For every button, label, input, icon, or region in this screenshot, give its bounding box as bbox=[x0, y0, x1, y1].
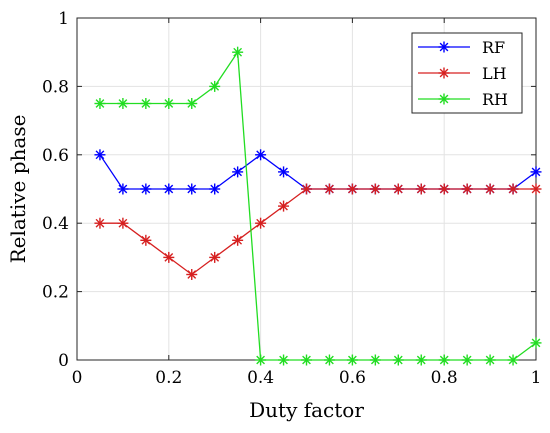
y-tick-label: 1 bbox=[58, 9, 69, 29]
series-lh-point bbox=[163, 251, 175, 263]
series-lh-point bbox=[94, 217, 106, 229]
series-rh-point bbox=[163, 98, 175, 109]
y-axis-label: Relative phase bbox=[6, 115, 30, 264]
series-lh-point bbox=[438, 183, 450, 195]
y-tick-label: 0.6 bbox=[42, 146, 69, 166]
x-tick-label: 1 bbox=[531, 368, 542, 388]
series-lh-point bbox=[117, 217, 129, 229]
series-layer bbox=[94, 46, 542, 366]
x-tick-label: 0 bbox=[72, 368, 83, 388]
series-rf-point bbox=[163, 183, 175, 195]
x-tick-label: 0.8 bbox=[431, 368, 458, 388]
series-lh-point bbox=[530, 183, 542, 195]
series-rh-point bbox=[94, 98, 106, 109]
series-rh-point bbox=[209, 80, 221, 92]
series-rh-point bbox=[507, 354, 519, 366]
legend-marker-rf bbox=[438, 41, 450, 53]
series-lh-point bbox=[369, 183, 381, 195]
series-rf-point bbox=[117, 183, 129, 195]
series-rh-point bbox=[278, 354, 290, 366]
series-rh-point bbox=[415, 354, 427, 366]
legend-marker-lh bbox=[438, 67, 450, 79]
x-tick-label: 0.2 bbox=[155, 368, 182, 388]
legend-label-rf: RF bbox=[482, 38, 505, 57]
series-rh-point bbox=[117, 98, 129, 109]
series-lh-point bbox=[301, 183, 312, 195]
series-rf-point bbox=[255, 149, 267, 161]
y-tick-label: 0.2 bbox=[42, 283, 69, 303]
series-lh-point bbox=[507, 183, 519, 195]
series-rf-point bbox=[186, 183, 198, 195]
series-rf-point bbox=[232, 166, 244, 178]
series-rh-point bbox=[346, 354, 358, 366]
x-tick-label: 0.6 bbox=[339, 368, 366, 388]
series-lh-point bbox=[461, 183, 473, 195]
series-rf-point bbox=[530, 166, 542, 178]
series-rh-point bbox=[301, 354, 312, 366]
y-tick-label: 0.4 bbox=[42, 214, 69, 234]
x-axis-label: Duty factor bbox=[249, 398, 364, 422]
legend-label-lh: LH bbox=[482, 64, 507, 83]
series-rf-point bbox=[209, 183, 221, 195]
series-lh-point bbox=[346, 183, 358, 195]
series-rh-point bbox=[323, 354, 335, 366]
series-lh-point bbox=[323, 183, 335, 195]
series-rf-point bbox=[140, 183, 152, 195]
series-rh-point bbox=[232, 46, 244, 58]
series-lh-point bbox=[484, 183, 496, 195]
legend-marker-rh bbox=[438, 93, 450, 105]
series-rf-point bbox=[278, 166, 290, 178]
series-rh-point bbox=[255, 354, 267, 366]
series-lh-point bbox=[392, 183, 404, 195]
legend-entry-rh: RH bbox=[418, 90, 508, 109]
series-rh-point bbox=[438, 354, 450, 366]
series-lh-point bbox=[232, 234, 244, 246]
series-rh-point bbox=[392, 354, 404, 366]
series-rh-point bbox=[484, 354, 496, 366]
legend: RF LH RH bbox=[411, 32, 523, 114]
series-rh-point bbox=[461, 354, 473, 366]
series-rh-point bbox=[186, 98, 198, 109]
series-rh-point bbox=[369, 354, 381, 366]
series-lh-point bbox=[140, 234, 152, 246]
series-rf-point bbox=[94, 149, 106, 161]
x-tick-label: 0.4 bbox=[247, 368, 274, 388]
series-rf-line bbox=[99, 153, 537, 190]
legend-label-rh: RH bbox=[482, 90, 508, 109]
series-rh-point bbox=[530, 337, 542, 349]
series-rf bbox=[94, 149, 542, 195]
y-tick-label: 0.8 bbox=[42, 77, 69, 97]
series-lh bbox=[94, 183, 542, 280]
y-tick-label: 0 bbox=[58, 351, 69, 371]
legend-entry-rf: RF bbox=[418, 38, 505, 57]
series-lh-point bbox=[255, 217, 267, 229]
series-lh-point bbox=[186, 269, 198, 280]
series-lh-point bbox=[209, 251, 221, 263]
series-rh-point bbox=[140, 98, 152, 109]
series-lh-point bbox=[415, 183, 427, 195]
series-lh-point bbox=[278, 200, 290, 212]
series-rh bbox=[94, 46, 542, 366]
legend-entry-lh: LH bbox=[418, 64, 507, 83]
